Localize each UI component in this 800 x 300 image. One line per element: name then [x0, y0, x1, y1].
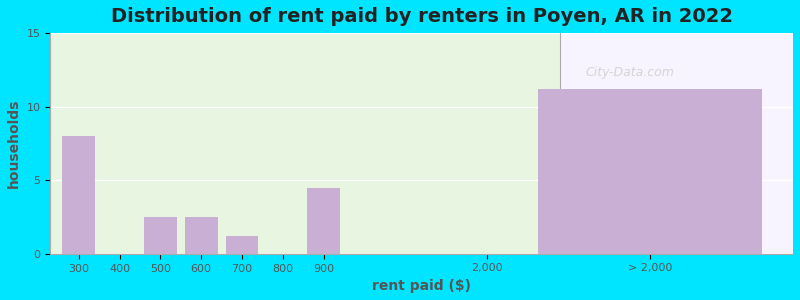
Bar: [307, 188, 340, 254]
Title: Distribution of rent paid by renters in Poyen, AR in 2022: Distribution of rent paid by renters in …: [110, 7, 733, 26]
Bar: [185, 217, 218, 254]
Y-axis label: households: households: [7, 99, 21, 188]
Bar: [226, 236, 258, 254]
Bar: [538, 89, 762, 254]
Bar: [561, 33, 793, 254]
X-axis label: rent paid ($): rent paid ($): [372, 279, 471, 293]
Text: City-Data.com: City-Data.com: [585, 66, 674, 79]
Bar: [62, 136, 95, 254]
Bar: [144, 217, 177, 254]
